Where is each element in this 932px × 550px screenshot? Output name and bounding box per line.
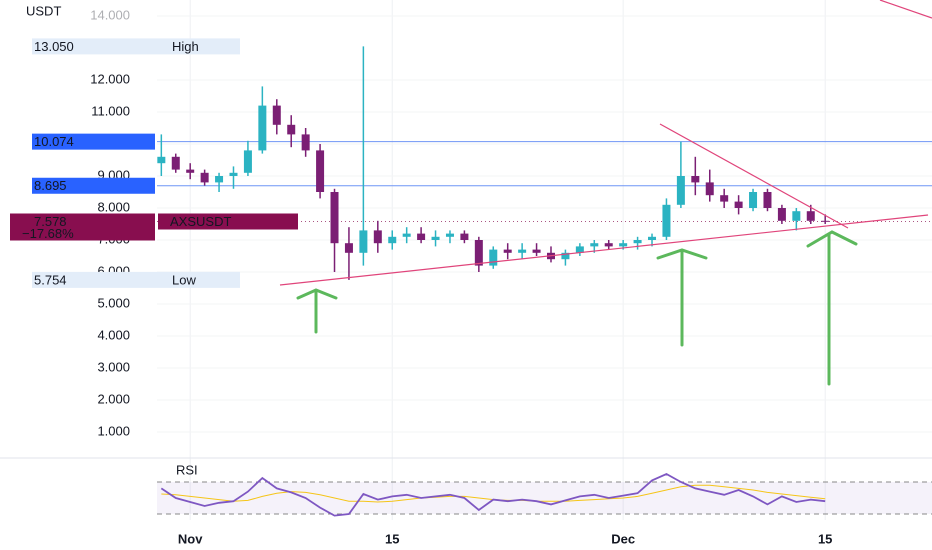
candle-body	[821, 220, 830, 222]
x-tick-label: 15	[818, 531, 832, 546]
candle-body	[619, 243, 628, 247]
candle-body	[662, 204, 671, 237]
level-label: High	[172, 39, 199, 54]
candle-body	[388, 236, 397, 244]
rsi-title: RSI	[176, 462, 198, 477]
y-tick-label: 3.000	[97, 359, 130, 374]
y-tick-label: 11.000	[91, 103, 130, 118]
rsi-pane: RSI	[0, 457, 932, 517]
grid	[157, 0, 932, 520]
candle-body	[720, 195, 729, 202]
price-value: 7.578	[34, 214, 67, 229]
drawings	[279, 0, 932, 386]
candle-body	[157, 156, 166, 164]
candle-body	[215, 176, 224, 183]
candle-body	[777, 208, 786, 221]
candle-body	[330, 192, 339, 244]
y-tick-label: 1.000	[97, 423, 130, 438]
candle-body	[417, 233, 426, 240]
trend-line	[659, 123, 849, 229]
trend-line	[879, 0, 932, 19]
level-badge	[32, 133, 155, 150]
candle-body	[518, 249, 527, 253]
arrows	[296, 230, 858, 386]
candles	[157, 46, 830, 280]
candle-body	[806, 211, 815, 221]
candle-body	[301, 134, 310, 151]
candle-body	[287, 124, 296, 135]
candle-body	[792, 211, 801, 221]
level-value: 13.050	[34, 39, 74, 54]
candle-body	[489, 249, 498, 266]
candle-body	[734, 201, 743, 208]
x-tick-label: Nov	[178, 531, 203, 546]
candle-body	[373, 230, 382, 244]
candle-body	[532, 249, 541, 253]
candle-body	[763, 192, 772, 208]
price-change: −17.68%	[22, 226, 74, 241]
candle-body	[258, 105, 267, 151]
candle-body	[676, 176, 685, 205]
rsi-band	[157, 482, 932, 514]
x-tick-label: Dec	[611, 531, 635, 546]
candle-body	[229, 172, 238, 176]
rsi-line	[160, 472, 826, 517]
level-label: Low	[172, 272, 196, 287]
candle-body	[186, 169, 195, 173]
y-tick-label: 5.000	[97, 295, 130, 310]
candle-body	[316, 150, 325, 192]
candle-body	[633, 240, 642, 244]
candle-body	[200, 172, 209, 183]
axis-unit: USDT	[26, 3, 61, 18]
y-tick-label: 12.000	[90, 71, 130, 86]
y-tick-label: 8.000	[97, 199, 130, 214]
candle-body	[575, 246, 584, 253]
symbol-badge	[158, 213, 298, 230]
level-value: 5.754	[34, 272, 67, 287]
candle-body	[359, 230, 368, 253]
candle-body	[691, 176, 700, 183]
candle-body	[402, 233, 411, 237]
candle-body	[243, 150, 252, 173]
level-badge	[32, 38, 240, 55]
candle-body	[171, 156, 180, 170]
candle-body	[590, 243, 599, 247]
level-badge	[32, 271, 240, 288]
candle-body	[648, 236, 657, 240]
candle-body	[749, 192, 758, 208]
price-badge	[10, 213, 155, 241]
candle-body	[561, 252, 570, 260]
arrow	[656, 248, 708, 347]
candle-body	[431, 236, 440, 240]
level-label: 8.695	[34, 178, 67, 193]
candle-body	[503, 249, 512, 253]
candle-body	[445, 233, 454, 237]
symbol: AXSUSDT	[170, 214, 231, 229]
arrow	[296, 288, 338, 334]
trend-line	[279, 214, 929, 286]
x-tick-label: 15	[385, 531, 399, 546]
candle-body	[474, 240, 483, 266]
candle-body	[344, 243, 353, 253]
y-tick-label: 14.000	[90, 7, 130, 22]
candle-body	[272, 105, 281, 125]
y-tick-label: 4.000	[97, 327, 130, 342]
labels: Nov 15 Dec 151.0002.0003.0004.0005.0006.000…	[10, 7, 832, 546]
level-badge	[32, 177, 155, 194]
level-label: 10.074	[34, 134, 74, 149]
candle-body	[460, 233, 469, 240]
y-tick-label: 2.000	[97, 391, 130, 406]
arrow	[806, 230, 858, 386]
candle-body	[705, 182, 714, 196]
candle-body	[604, 243, 613, 247]
